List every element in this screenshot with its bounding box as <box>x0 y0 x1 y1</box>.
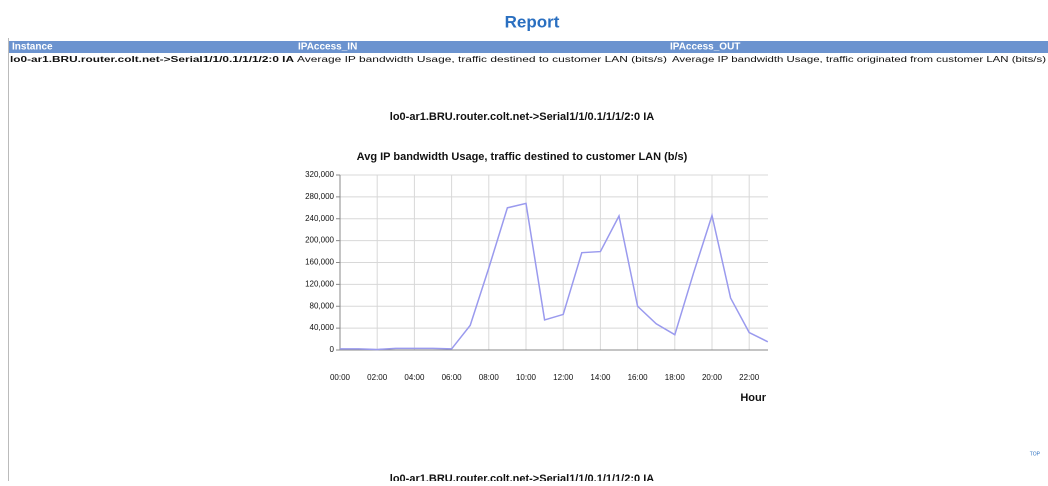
top-link[interactable]: TOP <box>1030 451 1041 457</box>
y-tick-label: 0 <box>330 345 335 354</box>
x-tick-label: 18:00 <box>665 373 686 382</box>
chart-title: Avg IP bandwidth Usage, traffic destined… <box>357 151 688 163</box>
y-tick-label: 280,000 <box>305 192 334 201</box>
report-title: Report <box>505 12 560 31</box>
x-axis-label: Hour <box>740 392 766 404</box>
y-tick-label: 320,000 <box>305 170 334 179</box>
x-tick-label: 22:00 <box>739 373 760 382</box>
x-tick-label: 10:00 <box>516 373 537 382</box>
y-tick-label: 120,000 <box>305 279 334 288</box>
table-cell: Average IP bandwidth Usage, traffic dest… <box>297 55 667 64</box>
x-tick-label: 12:00 <box>553 373 574 382</box>
table-cell: Average IP bandwidth Usage, traffic orig… <box>672 55 1046 64</box>
x-tick-label: 08:00 <box>479 373 500 382</box>
table-header <box>9 41 1048 53</box>
x-tick-label: 04:00 <box>404 373 425 382</box>
next-section-heading: lo0-ar1.BRU.router.colt.net->Serial1/1/0… <box>390 473 654 481</box>
column-header: Instance <box>12 42 53 53</box>
section-heading: lo0-ar1.BRU.router.colt.net->Serial1/1/0… <box>390 111 654 123</box>
data-line <box>340 202 769 351</box>
y-tick-label: 200,000 <box>305 236 334 245</box>
column-header: IPAccess_IN <box>298 42 357 53</box>
y-tick-label: 160,000 <box>305 258 334 267</box>
y-tick-label: 80,000 <box>310 301 335 310</box>
table-cell: lo0-ar1.BRU.router.colt.net->Serial1/1/0… <box>10 55 294 64</box>
x-tick-label: 06:00 <box>442 373 463 382</box>
x-tick-label: 00:00 <box>330 373 351 382</box>
y-tick-label: 40,000 <box>310 323 335 332</box>
column-header: IPAccess_OUT <box>670 42 740 53</box>
x-tick-label: 02:00 <box>367 373 388 382</box>
y-tick-label: 240,000 <box>305 214 334 223</box>
x-tick-label: 16:00 <box>628 373 649 382</box>
x-tick-label: 14:00 <box>590 373 611 382</box>
x-tick-label: 20:00 <box>702 373 723 382</box>
